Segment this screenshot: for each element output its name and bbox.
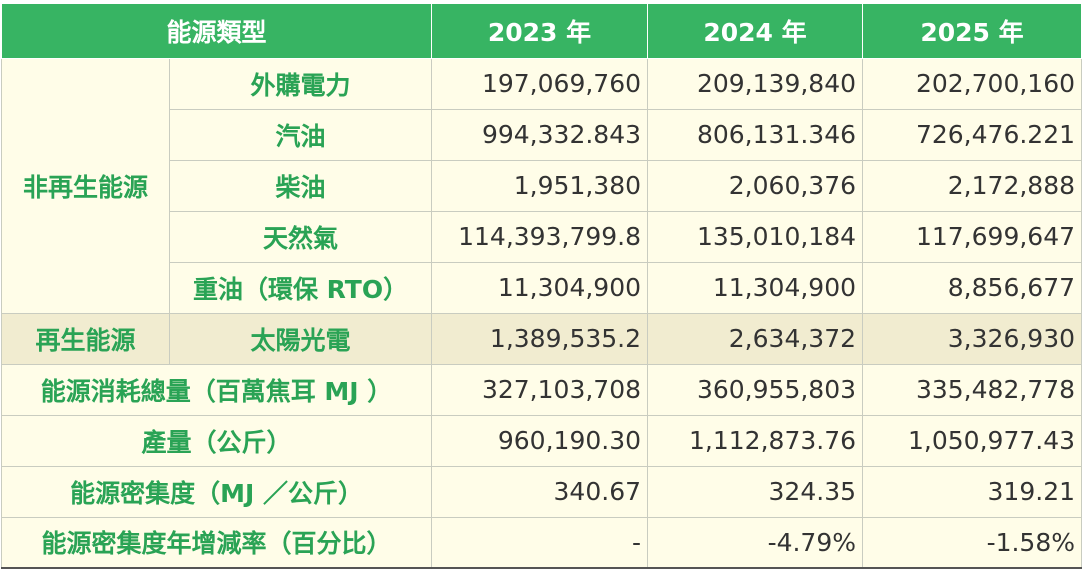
- summary-row: 產量（公斤） 960,190.30 1,112,873.76 1,050,977…: [0, 414, 1083, 467]
- cell-value: 11,304,900: [431, 261, 649, 314]
- cell-value: 3,326,930: [862, 312, 1083, 365]
- header-energy-type: 能源類型: [0, 4, 433, 59]
- cell-value: 1,389,535.2: [431, 312, 649, 365]
- cell-value: 2,172,888: [862, 159, 1083, 212]
- cell-value: 1,112,873.76: [647, 414, 864, 467]
- cell-value: 209,139,840: [647, 57, 864, 110]
- group-non-renewable: 非再生能源: [1, 57, 170, 314]
- cell-value: 726,476.221: [862, 108, 1083, 161]
- cell-value: 117,699,647: [862, 210, 1083, 263]
- row-label: 天然氣: [168, 210, 433, 263]
- summary-row: 能源密集度（MJ ／公斤） 340.67 324.35 319.21: [0, 465, 1083, 518]
- cell-value: -4.79%: [647, 516, 864, 569]
- table-row: 柴油 1,951,380 2,060,376 2,172,888: [2, 159, 1083, 212]
- table-row: 再生能源 太陽光電 1,389,535.2 2,634,372 3,326,93…: [1, 312, 1083, 365]
- summary-row: 能源密集度年增減率（百分比） - -4.79% -1.58%: [0, 516, 1083, 569]
- summary-row: 能源消耗總量（百萬焦耳 MJ ） 327,103,708 360,955,803…: [0, 363, 1083, 416]
- cell-value: 994,332.843: [431, 108, 649, 161]
- summary-label: 能源消耗總量（百萬焦耳 MJ ）: [0, 363, 433, 416]
- cell-value: 335,482,778: [862, 363, 1083, 416]
- summary-label: 能源密集度（MJ ／公斤）: [0, 465, 433, 518]
- cell-value: 197,069,760: [431, 57, 649, 110]
- cell-value: 11,304,900: [647, 261, 864, 314]
- cell-value: 1,951,380: [431, 159, 649, 212]
- cell-value: 360,955,803: [647, 363, 864, 416]
- cell-value: 327,103,708: [431, 363, 649, 416]
- cell-value: 114,393,799.8: [431, 210, 649, 263]
- row-label: 太陽光電: [168, 312, 433, 365]
- group-renewable: 再生能源: [1, 312, 170, 365]
- header-year-2025: 2025 年: [862, 4, 1083, 59]
- energy-table: 能源類型 2023 年 2024 年 2025 年 非再生能源 外購電力 197…: [0, 4, 1083, 569]
- row-label: 外購電力: [168, 57, 433, 110]
- cell-value: 135,010,184: [647, 210, 864, 263]
- cell-value: -1.58%: [862, 516, 1083, 569]
- cell-value: 8,856,677: [862, 261, 1083, 314]
- cell-value: 2,060,376: [647, 159, 864, 212]
- cell-value: 806,131.346: [647, 108, 864, 161]
- summary-label: 能源密集度年增減率（百分比）: [0, 516, 433, 569]
- header-row: 能源類型 2023 年 2024 年 2025 年: [0, 4, 1083, 59]
- cell-value: 202,700,160: [862, 57, 1083, 110]
- cell-value: 324.35: [647, 465, 864, 518]
- table-row: 汽油 994,332.843 806,131.346 726,476.221: [2, 108, 1083, 161]
- cell-value: 340.67: [431, 465, 649, 518]
- cell-value: 1,050,977.43: [862, 414, 1083, 467]
- header-year-2024: 2024 年: [647, 4, 864, 59]
- cell-value: 2,634,372: [647, 312, 864, 365]
- table-row: 天然氣 114,393,799.8 135,010,184 117,699,64…: [2, 210, 1083, 263]
- cell-value: 319.21: [862, 465, 1083, 518]
- header-year-2023: 2023 年: [431, 4, 649, 59]
- row-label: 重油（環保 RTO）: [168, 261, 433, 314]
- row-label: 柴油: [168, 159, 433, 212]
- summary-label: 產量（公斤）: [0, 414, 433, 467]
- cell-value: 960,190.30: [431, 414, 649, 467]
- table-row: 非再生能源 外購電力 197,069,760 209,139,840 202,7…: [1, 57, 1083, 314]
- row-label: 汽油: [168, 108, 433, 161]
- cell-value: -: [431, 516, 649, 569]
